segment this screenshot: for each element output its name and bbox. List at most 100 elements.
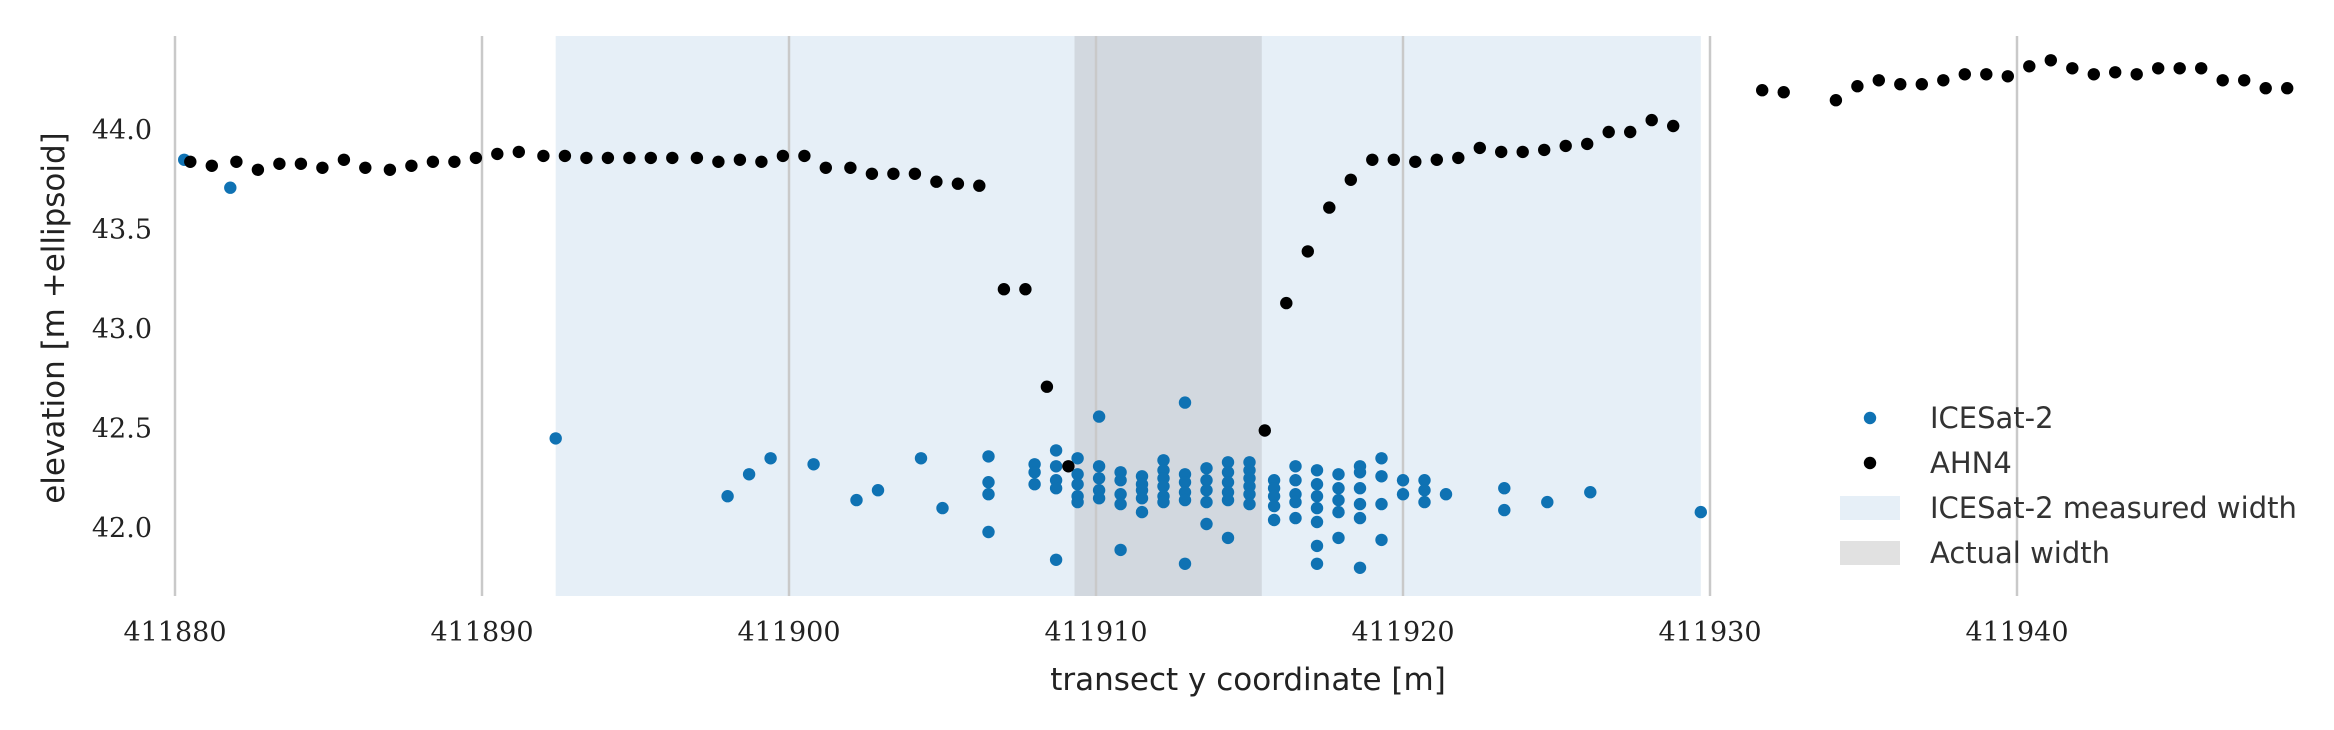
- icesat-2-point: [1092, 460, 1106, 473]
- ahn4-point: [623, 151, 636, 165]
- y-tick-label: 44.0: [92, 115, 152, 146]
- icesat-2-point: [742, 468, 756, 481]
- icesat-2-point: [1092, 472, 1106, 485]
- icesat-2-point: [1289, 511, 1302, 525]
- icesat-2-point: [1049, 460, 1063, 473]
- ahn4-point: [1829, 94, 1843, 107]
- ahn4-point: [1280, 296, 1293, 310]
- ahn4-point: [2023, 60, 2036, 73]
- icesat-2-point: [1071, 495, 1084, 509]
- ahn4-point: [733, 153, 747, 166]
- ahn4-point: [798, 149, 811, 163]
- ahn4-point: [1473, 141, 1487, 155]
- icesat-2-point: [1178, 557, 1192, 570]
- icesat-2-point: [1049, 553, 1063, 566]
- x-tick-label: 411880: [123, 617, 226, 648]
- icesat-2-point: [1332, 468, 1345, 481]
- icesat-2-point: [1310, 464, 1324, 477]
- ahn4-point: [1777, 86, 1790, 99]
- icesat-2-point: [1289, 460, 1302, 473]
- x-tick-label: 411920: [1351, 617, 1454, 648]
- ahn4-point: [2109, 66, 2122, 79]
- icesat-2-point: [982, 450, 995, 463]
- icesat-2-point: [1353, 466, 1367, 479]
- icesat-2-point: [1498, 503, 1511, 517]
- legend-marker: [1863, 456, 1877, 470]
- ahn4-point: [1062, 460, 1075, 473]
- ahn4-point: [844, 161, 857, 174]
- ahn4-point: [1602, 125, 1615, 139]
- icesat-2-point: [1243, 497, 1256, 511]
- icesat-2-point: [1221, 466, 1235, 479]
- legend-swatch: [1840, 541, 1900, 565]
- ahn4-point: [184, 155, 197, 168]
- gridlines: [173, 36, 2019, 596]
- x-tick-label: 411900: [737, 617, 840, 648]
- ahn4-point: [819, 161, 832, 174]
- ahn4-point: [1538, 143, 1551, 157]
- icesat-2-point: [1353, 497, 1367, 511]
- region-actual-width: [1074, 36, 1262, 596]
- ahn4-point: [997, 283, 1011, 296]
- ahn4-point: [1344, 173, 1358, 186]
- icesat-2-point: [1028, 466, 1041, 479]
- icesat-2-point: [1221, 456, 1235, 469]
- icesat-2-point: [1375, 533, 1388, 547]
- ahn4-point: [1019, 283, 1032, 296]
- ahn4-point: [2001, 70, 2015, 83]
- icesat-2-point: [1310, 490, 1324, 503]
- icesat-2-point: [1694, 505, 1708, 519]
- icesat-2-point: [1114, 488, 1127, 501]
- ahn4-point: [2281, 82, 2294, 95]
- icesat-2-point: [1178, 476, 1192, 489]
- ahn4-point: [973, 179, 986, 192]
- ahn4-point: [1387, 153, 1401, 166]
- icesat-2-point: [1114, 543, 1127, 557]
- icesat-2-point: [1071, 468, 1084, 481]
- icesat-2-point: [224, 181, 237, 194]
- icesat-2-point: [1439, 488, 1453, 501]
- ahn4-point: [337, 153, 351, 166]
- ahn4-point: [383, 163, 397, 176]
- ahn4-point: [865, 167, 879, 180]
- width-regions: [555, 36, 1701, 596]
- icesat-2-point: [1289, 495, 1302, 509]
- ahn4-point: [1756, 84, 1769, 97]
- icesat-2-point: [1071, 478, 1084, 491]
- legend: ICESat-2 AHN4 ICESat-2 measured width Actua…: [1840, 401, 2297, 570]
- icesat-2-point: [982, 476, 995, 489]
- ahn4-point: [1366, 153, 1379, 166]
- y-axis-ticks: 42.0 42.5 43.0 43.5 44.0: [92, 115, 152, 544]
- icesat-2-point: [1267, 490, 1281, 503]
- icesat-2-point: [850, 493, 863, 507]
- icesat-2-point: [914, 452, 928, 465]
- ahn4-point: [426, 155, 440, 168]
- icesat-2-point: [1353, 482, 1367, 495]
- icesat-2-point: [1243, 488, 1256, 501]
- icesat-2-point: [1157, 495, 1170, 509]
- x-axis-ticks: 411880 411890 411900 411910 411920 411930 4119…: [123, 617, 2068, 648]
- ahn4-point: [251, 163, 265, 176]
- icesat-2-point: [1200, 495, 1213, 509]
- ahn4-point: [1301, 245, 1315, 258]
- icesat-2-point: [1332, 482, 1345, 495]
- ahn4-point: [690, 151, 704, 165]
- ahn4-point: [601, 151, 615, 165]
- x-tick-label: 411930: [1658, 617, 1761, 648]
- icesat-2-point: [1267, 499, 1281, 513]
- ahn4-point: [1258, 424, 1272, 437]
- icesat-2-point: [936, 501, 949, 515]
- ahn4-point: [2173, 62, 2186, 75]
- ahn4-point: [1937, 74, 1950, 87]
- ahn4-point: [2259, 82, 2272, 95]
- icesat-2-point: [1200, 462, 1213, 475]
- icesat-2-point: [1310, 478, 1324, 491]
- y-tick-label: 42.0: [92, 513, 152, 544]
- legend-label: Actual width: [1930, 536, 2110, 570]
- icesat-2-point: [1092, 410, 1106, 423]
- icesat-2-point: [982, 525, 995, 539]
- ahn4-point: [2238, 74, 2251, 87]
- icesat-2-point: [1200, 517, 1213, 531]
- ahn4-point: [1894, 78, 1907, 91]
